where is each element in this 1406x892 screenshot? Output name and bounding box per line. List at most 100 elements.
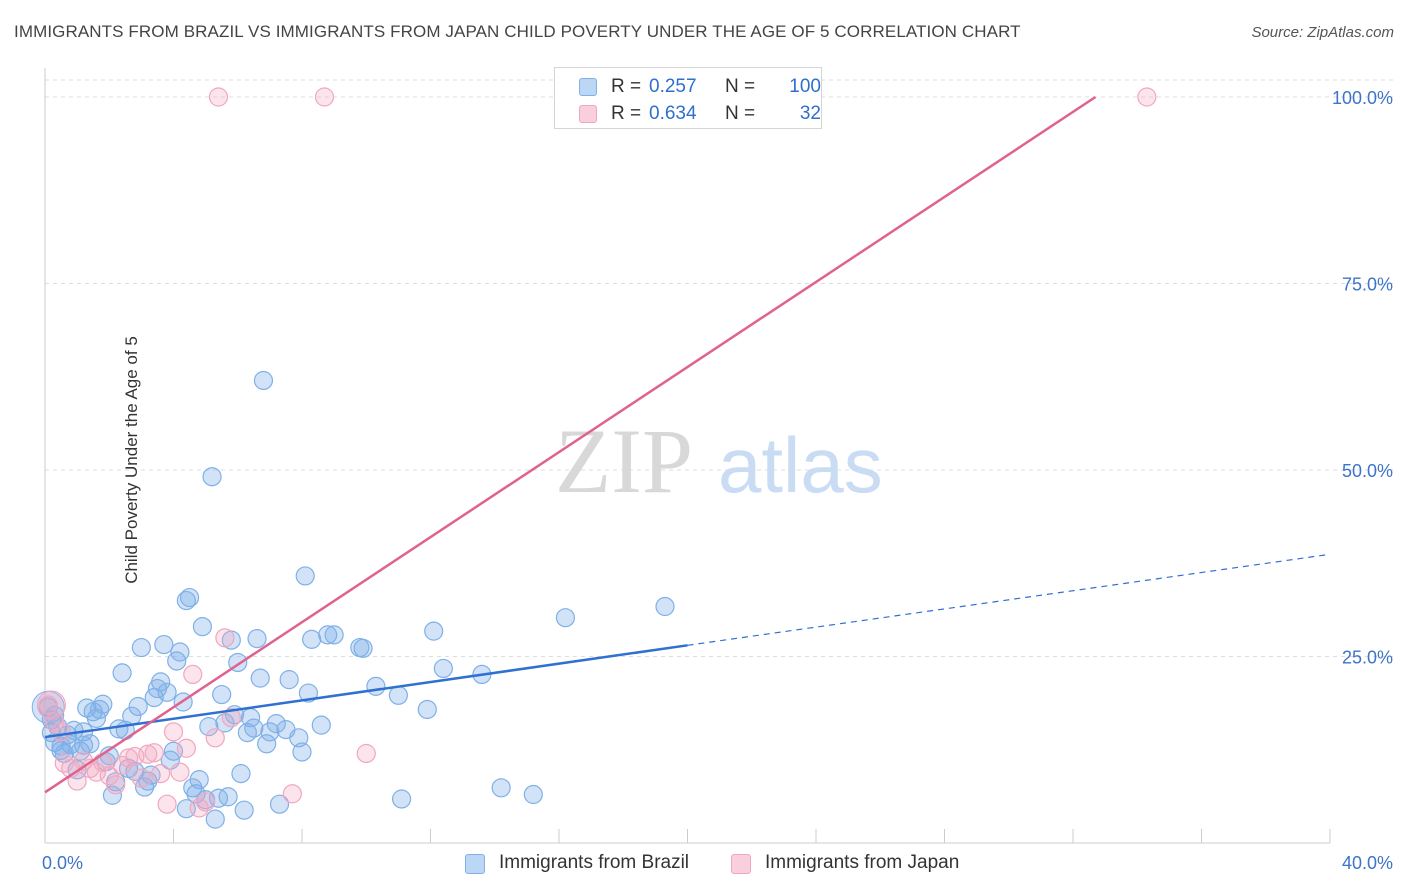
japan-point [314,87,335,107]
japan-n-value: 32 [799,103,821,124]
bottom-brazil-swatch [465,854,485,874]
brazil-point [151,672,171,692]
brazil-point [417,699,437,720]
x-tick-label-left: 0.0% [42,853,83,873]
bottom-japan-swatch [731,854,751,874]
brazil-point [311,715,331,735]
japan-point [144,743,164,763]
brazil-point [433,658,453,679]
brazil-n-value: 100 [789,76,821,97]
brazil-point [131,637,151,658]
japan-points [36,87,1157,818]
brazil-point [247,628,267,649]
brazil-n-label: N = [725,76,756,97]
japan-point [356,743,376,764]
brazil-point [80,734,100,754]
japan-point [131,768,151,788]
brazil-point [324,625,344,645]
brazil-point [366,676,386,696]
source-label: Source: ZipAtlas.com [1251,24,1394,41]
y-tick-label: 75.0% [1342,275,1393,295]
brazil-point [212,684,232,705]
brazil-point [269,794,290,814]
japan-point [138,744,158,764]
brazil-point [292,742,312,762]
japan-point [215,628,235,648]
brazil-point [218,787,238,807]
brazil-point [491,778,511,798]
brazil-point [192,617,213,637]
japan-point [86,762,107,782]
bottom-japan-label: Immigrants from Japan [765,852,960,873]
japan-point [118,748,139,768]
stats-legend: R = 0.257 N = 100 R = 0.634 N = 32 [554,67,822,129]
japan-trend-line [44,95,1097,794]
japan-point [208,87,229,107]
japan-point [54,753,74,773]
y-axis-label: Child Poverty Under the Age of 5 [121,336,141,584]
japan-point [205,728,225,748]
brazil-point [45,705,65,726]
brazil-point [250,668,270,688]
brazil-point [205,809,225,829]
brazil-point [302,629,322,649]
brazil-point [90,699,110,720]
brazil-point [179,587,200,608]
y-tick-label: 100.0% [1332,88,1393,108]
brazil-point [157,682,177,702]
brazil-point [176,590,196,611]
brazil-point [279,670,299,690]
brazil-point [199,717,219,737]
brazil-point [266,714,286,734]
brazil-point [154,634,174,655]
brazil-point [253,370,274,391]
brazil-point [93,694,113,714]
y-tick-label: 25.0% [1342,648,1393,668]
japan-point [170,762,190,782]
brazil-point [257,734,277,754]
japan-point-cluster [36,690,66,720]
brazil-point [231,764,251,784]
japan-point [1137,87,1157,107]
japan-point [163,722,184,742]
brazil-point [202,467,222,487]
watermark-atlas: atlas [718,421,883,509]
brazil-swatch [579,78,597,96]
japan-point [183,664,203,685]
japan-swatch [579,105,597,123]
brazil-point [350,637,370,658]
brazil-point [128,696,148,717]
brazil-point [244,718,264,738]
japan-point [38,695,58,715]
brazil-point [289,728,309,748]
japan-r-value: 0.634 [649,103,697,124]
x-tick-label-right: 40.0% [1342,853,1393,873]
japan-point [106,775,126,795]
brazil-point [170,642,190,662]
japan-point [176,738,196,758]
japan-point [221,708,241,728]
brazil-point [391,789,412,809]
japan-point [196,792,216,812]
brazil-point [73,735,94,755]
brazil-point [318,625,338,645]
trend-lines [44,95,1331,794]
chart-title: IMMIGRANTS FROM BRAZIL VS IMMIGRANTS FRO… [14,22,1021,41]
japan-n-label: N = [725,103,756,124]
y-tick-labels: 25.0% 50.0% 75.0% 100.0% [1332,88,1393,668]
brazil-point [208,788,229,808]
bottom-brazil-label: Immigrants from Brazil [499,852,690,873]
japan-r-label: R = [611,103,642,124]
brazil-point [295,566,315,586]
japan-point [45,712,65,732]
brazil-point [186,784,206,804]
japan-point [282,784,302,804]
brazil-points [31,370,675,829]
brazil-point [215,713,235,733]
watermark-zip: ZIP [555,410,693,512]
brazil-trend-extension [687,553,1331,646]
y-tick-label: 50.0% [1342,461,1393,481]
japan-point [51,722,71,742]
japan-point [151,764,171,784]
